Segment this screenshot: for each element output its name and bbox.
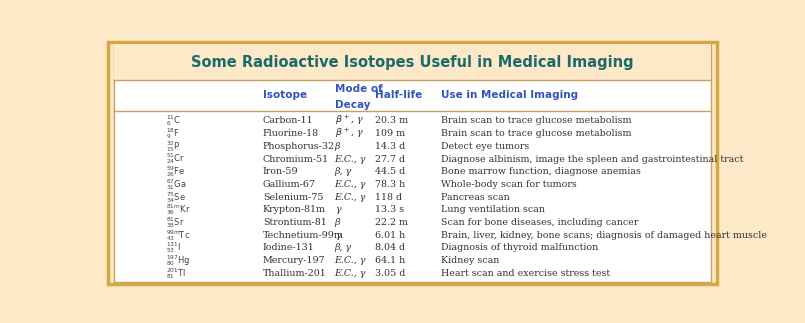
Text: 20.3 m: 20.3 m [375, 117, 408, 125]
Text: Kidney scan: Kidney scan [440, 256, 499, 265]
Text: Iron-59: Iron-59 [262, 167, 299, 176]
Text: Whole-body scan for tumors: Whole-body scan for tumors [440, 180, 576, 189]
Text: E.C., γ: E.C., γ [335, 269, 366, 278]
Text: Scan for bone diseases, including cancer: Scan for bone diseases, including cancer [440, 218, 638, 227]
Text: Brain scan to trace glucose metabolism: Brain scan to trace glucose metabolism [440, 117, 631, 125]
Text: $^{81m}_{36}$Kr: $^{81m}_{36}$Kr [166, 202, 191, 217]
Text: 27.7 d: 27.7 d [375, 154, 405, 163]
Text: Krypton-81m: Krypton-81m [262, 205, 326, 214]
Text: $^{197}_{80}$Hg: $^{197}_{80}$Hg [166, 253, 191, 268]
Text: Phosphorus-32: Phosphorus-32 [262, 142, 335, 151]
Text: Strontium-81: Strontium-81 [262, 218, 327, 227]
Text: 13.3 s: 13.3 s [375, 205, 404, 214]
Text: 78.3 h: 78.3 h [375, 180, 406, 189]
Text: Some Radioactive Isotopes Useful in Medical Imaging: Some Radioactive Isotopes Useful in Medi… [192, 55, 634, 70]
Text: E.C., γ: E.C., γ [335, 180, 366, 189]
Text: $^{67}_{31}$Ga: $^{67}_{31}$Ga [166, 177, 187, 192]
Text: $^{51}_{24}$Cr: $^{51}_{24}$Cr [166, 151, 185, 166]
Text: Gallium-67: Gallium-67 [262, 180, 316, 189]
Text: E.C., γ: E.C., γ [335, 154, 366, 163]
Text: $\beta^+$, γ: $\beta^+$, γ [335, 114, 364, 128]
Text: β: β [335, 218, 340, 227]
Text: Technetium-99m: Technetium-99m [262, 231, 344, 240]
Text: $^{99m}_{43}$Tc: $^{99m}_{43}$Tc [166, 228, 190, 243]
Text: 64.1 h: 64.1 h [375, 256, 406, 265]
Text: γ: γ [335, 205, 341, 214]
Text: Diagnosis of thyroid malfunction: Diagnosis of thyroid malfunction [440, 243, 598, 252]
Text: Brain, liver, kidney, bone scans; diagnosis of damaged heart muscle: Brain, liver, kidney, bone scans; diagno… [440, 231, 766, 240]
Text: β: β [335, 142, 340, 151]
Text: Thallium-201: Thallium-201 [262, 269, 327, 278]
Text: $^{59}_{26}$Fe: $^{59}_{26}$Fe [166, 164, 185, 179]
Text: Detect eye tumors: Detect eye tumors [440, 142, 529, 151]
Text: Heart scan and exercise stress test: Heart scan and exercise stress test [440, 269, 609, 278]
Text: γ: γ [335, 231, 341, 240]
Text: $^{81}_{38}$Sr: $^{81}_{38}$Sr [166, 215, 184, 230]
Text: β, γ: β, γ [335, 243, 352, 252]
Text: $^{32}_{15}$P: $^{32}_{15}$P [166, 139, 181, 154]
Text: 6.01 h: 6.01 h [375, 231, 406, 240]
Text: Chromium-51: Chromium-51 [262, 154, 329, 163]
Text: $^{18}_{9}$F: $^{18}_{9}$F [166, 126, 180, 141]
Text: Half-life: Half-life [375, 90, 423, 100]
Text: 22.2 m: 22.2 m [375, 218, 408, 227]
Text: Pancreas scan: Pancreas scan [440, 193, 510, 202]
Text: $\beta^+$, γ: $\beta^+$, γ [335, 127, 364, 141]
Text: Mercury-197: Mercury-197 [262, 256, 325, 265]
Text: E.C., γ: E.C., γ [335, 193, 366, 202]
Text: β, γ: β, γ [335, 167, 352, 176]
Text: Carbon-11: Carbon-11 [262, 117, 313, 125]
Text: $^{201}_{81}$Tl: $^{201}_{81}$Tl [166, 266, 186, 281]
Text: 3.05 d: 3.05 d [375, 269, 406, 278]
Text: 109 m: 109 m [375, 129, 405, 138]
Text: Decay: Decay [335, 100, 370, 110]
Text: Fluorine-18: Fluorine-18 [262, 129, 319, 138]
Text: Selenium-75: Selenium-75 [262, 193, 324, 202]
Text: E.C., γ: E.C., γ [335, 256, 366, 265]
Text: 14.3 d: 14.3 d [375, 142, 406, 151]
Text: $^{75}_{34}$Se: $^{75}_{34}$Se [166, 190, 186, 204]
Text: 44.5 d: 44.5 d [375, 167, 406, 176]
Text: Use in Medical Imaging: Use in Medical Imaging [440, 90, 578, 100]
Text: 118 d: 118 d [375, 193, 402, 202]
Bar [114, 44, 711, 80]
Text: Mode of: Mode of [335, 84, 382, 93]
Text: Diagnose albinism, image the spleen and gastrointestinal tract: Diagnose albinism, image the spleen and … [440, 154, 743, 163]
Text: Brain scan to trace glucose metabolism: Brain scan to trace glucose metabolism [440, 129, 631, 138]
Text: Bone marrow function, diagnose anemias: Bone marrow function, diagnose anemias [440, 167, 641, 176]
Text: Iodine-131: Iodine-131 [262, 243, 315, 252]
Text: Isotope: Isotope [262, 90, 307, 100]
Text: $^{11}_{6}$C: $^{11}_{6}$C [166, 113, 181, 129]
Text: 8.04 d: 8.04 d [375, 243, 405, 252]
Text: $^{131}_{53}$I: $^{131}_{53}$I [166, 240, 181, 255]
Text: Lung ventilation scan: Lung ventilation scan [440, 205, 545, 214]
